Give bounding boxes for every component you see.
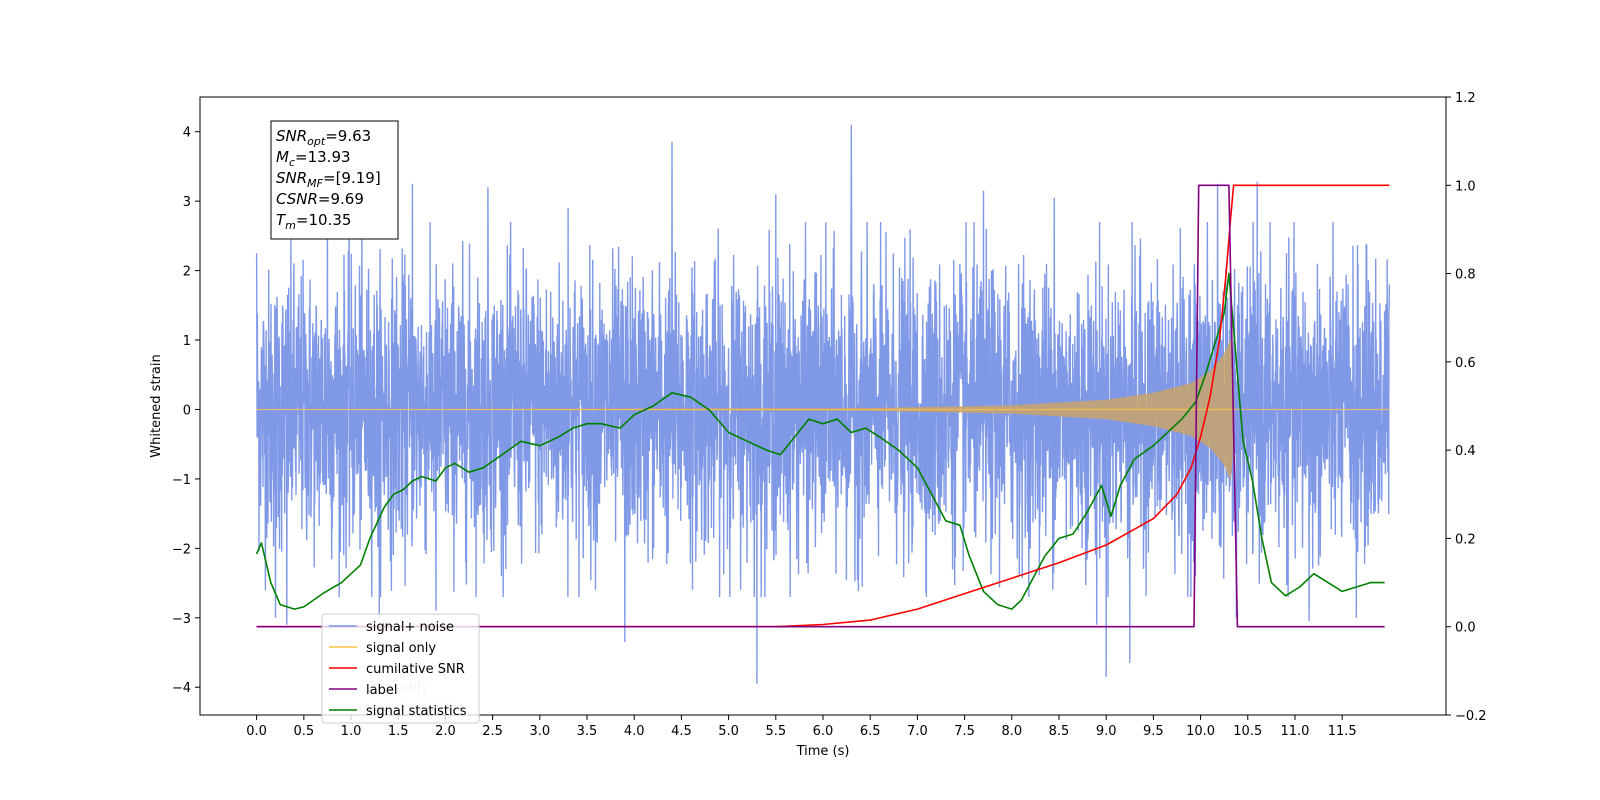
- x-tick-label: 4.0: [624, 724, 645, 739]
- x-tick-label: 1.5: [388, 724, 409, 739]
- legend-item-label: signal only: [366, 641, 436, 656]
- series-signal-noise-line: [255, 124, 1391, 684]
- legend-item-label: signal+ noise: [366, 620, 454, 635]
- x-tick-label: 11.5: [1328, 724, 1357, 739]
- series-cumulative-snr-line: [256, 184, 1390, 628]
- x-tick-label: 2.0: [435, 724, 456, 739]
- y-tick-label: 0: [183, 403, 191, 418]
- annotation-symbol: SNR: [276, 127, 307, 145]
- annotation-box: SNRopt=9.63Mc=13.93SNRMF=[9.19]CSNR=9.69…: [270, 120, 399, 240]
- x-axis-label: Time (s): [796, 744, 850, 759]
- legend-item-label: signal statistics: [366, 704, 467, 719]
- x-tick-label: 5.0: [718, 724, 739, 739]
- y-tick-label: 4: [183, 126, 191, 141]
- y-tick-label: −3: [172, 612, 191, 627]
- annotation-value: =9.69: [318, 190, 364, 208]
- y2-tick-label: −0.2: [1455, 709, 1487, 724]
- y-tick-label: −4: [172, 681, 191, 696]
- x-tick-label: 0.5: [293, 724, 314, 739]
- annotation-line: SNRopt=9.63: [276, 127, 371, 148]
- y-tick-label: 1: [183, 334, 191, 349]
- x-tick-label: 10.0: [1186, 724, 1215, 739]
- x-tick-label: 3.0: [529, 724, 550, 739]
- y2-tick-label: 1.2: [1455, 91, 1476, 106]
- legend-item-label: label: [366, 683, 397, 698]
- y-axis-label: Whitened strain: [149, 354, 164, 457]
- annotation-line: Tm=10.35: [276, 211, 351, 232]
- annotation-box-frame: [270, 120, 399, 240]
- annotation-line: Mc=13.93: [276, 148, 351, 169]
- x-tick-label: 3.5: [577, 724, 598, 739]
- y-tick-label: 2: [183, 265, 191, 280]
- annotation-subscript: MF: [307, 177, 323, 190]
- y2-tick-label: 0.8: [1455, 268, 1476, 283]
- x-tick-label: 6.0: [813, 724, 834, 739]
- annotation-subscript: c: [289, 156, 295, 169]
- annotation-value: =10.35: [296, 211, 352, 229]
- annotation-symbol: M: [276, 148, 289, 166]
- annotation-line: SNRMF=[9.19]: [276, 169, 381, 190]
- x-tick-label: 1.0: [341, 724, 362, 739]
- ticks-layer: 0.0 0.5 1.0 1.5 2.0 2.5 3.0 3.5 4.0 4.5 5.0 5.5 6.0 6…: [172, 91, 1487, 739]
- y2-tick-label: 0.0: [1455, 621, 1476, 636]
- annotation-value: =9.63: [325, 127, 371, 145]
- annotation-symbol: SNR: [276, 169, 307, 187]
- series-layer: [255, 124, 1391, 684]
- y2-tick-label: 0.4: [1455, 444, 1476, 459]
- y-tick-label: −1: [172, 473, 191, 488]
- legend: ignal onlysignal statisticssignal+ noise…: [321, 613, 480, 724]
- x-tick-label: 7.0: [907, 724, 928, 739]
- x-tick-label: 8.5: [1049, 724, 1070, 739]
- y2-tick-label: 0.6: [1455, 356, 1476, 371]
- series-signal-statistics-line: [255, 272, 1385, 610]
- legend-item-label: cumilative SNR: [366, 662, 465, 677]
- x-tick-label: 0.0: [246, 724, 267, 739]
- annotation-subscript: m: [285, 219, 296, 232]
- annotation-value: =[9.19]: [323, 169, 381, 187]
- annotation-subscript: opt: [307, 135, 326, 148]
- annotation-symbol: CSNR: [276, 190, 318, 208]
- y-tick-label: −2: [172, 542, 191, 557]
- annotation-value: =13.93: [295, 148, 351, 166]
- x-tick-label: 5.5: [765, 724, 786, 739]
- x-tick-label: 9.0: [1096, 724, 1117, 739]
- x-tick-label: 10.5: [1233, 724, 1262, 739]
- legend-box: [321, 613, 480, 724]
- x-tick-label: 2.5: [482, 724, 503, 739]
- x-tick-label: 8.0: [1001, 724, 1022, 739]
- x-tick-label: 7.5: [954, 724, 975, 739]
- annotation-symbol: T: [276, 211, 287, 229]
- y2-tick-label: 1.0: [1455, 179, 1476, 194]
- series-label-line: [256, 184, 1385, 628]
- annotation-line: CSNR=9.69: [276, 190, 364, 208]
- x-tick-label: 4.5: [671, 724, 692, 739]
- x-tick-label: 9.5: [1143, 724, 1164, 739]
- x-tick-label: 11.0: [1280, 724, 1309, 739]
- y2-tick-label: 0.2: [1455, 532, 1476, 547]
- y-tick-label: 3: [183, 195, 191, 210]
- x-tick-label: 6.5: [860, 724, 881, 739]
